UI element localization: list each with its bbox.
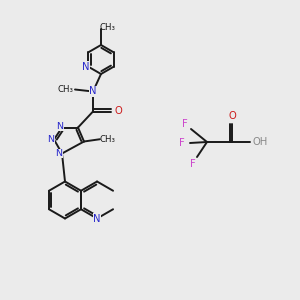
Text: CH₃: CH₃ — [58, 85, 74, 94]
Text: N: N — [56, 122, 64, 131]
Text: N: N — [93, 214, 101, 224]
Text: O: O — [228, 111, 236, 121]
Text: CH₃: CH₃ — [100, 135, 116, 144]
Text: F: F — [179, 139, 185, 148]
Text: N: N — [56, 149, 62, 158]
Text: F: F — [182, 119, 188, 129]
Text: O: O — [114, 106, 122, 116]
Text: CH₃: CH₃ — [99, 22, 115, 32]
Text: F: F — [190, 159, 195, 169]
Text: OH: OH — [252, 137, 268, 147]
Text: N: N — [89, 86, 97, 97]
Text: N: N — [82, 62, 89, 72]
Text: N: N — [47, 135, 55, 144]
